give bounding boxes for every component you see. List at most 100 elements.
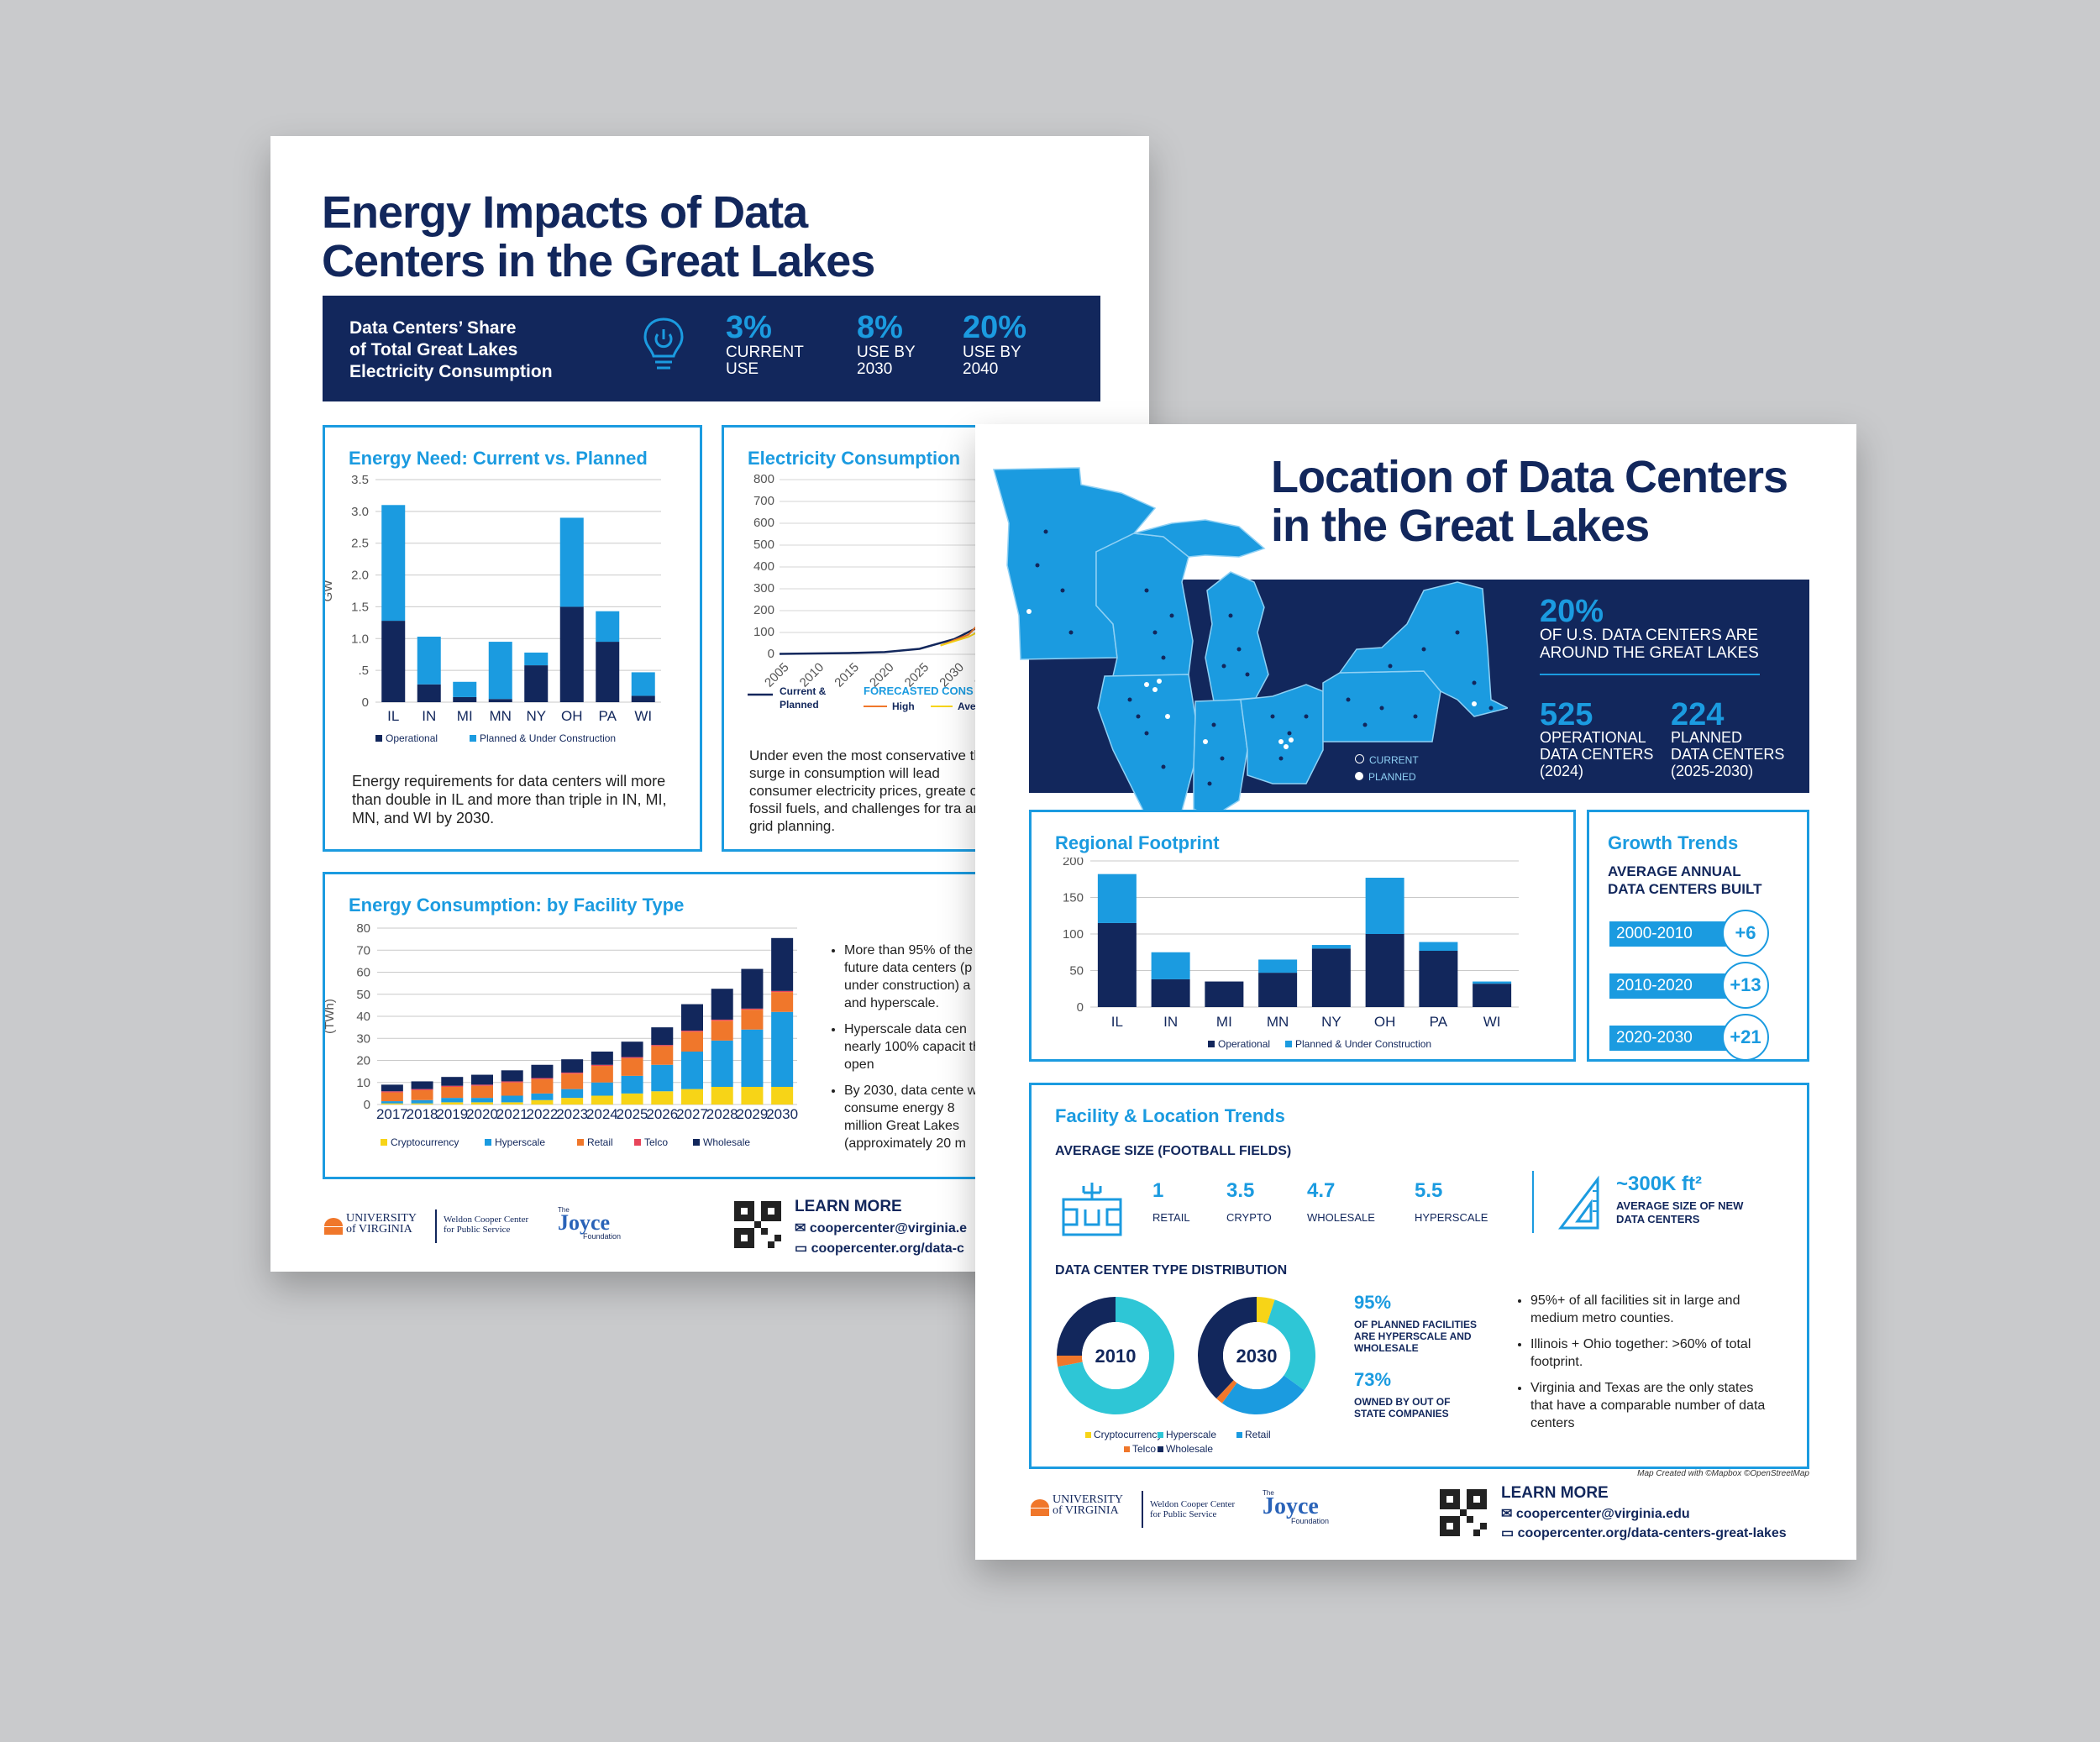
- growth-subtitle: AVERAGE ANNUAL DATA CENTERS BUILT: [1608, 863, 1762, 897]
- bar-operational: [1151, 979, 1190, 1007]
- qr-code-icon[interactable]: [1440, 1489, 1487, 1536]
- growth-row: 2000-2010 +6: [1609, 910, 1777, 957]
- legend-label: Current &: [780, 685, 827, 697]
- growth-row: 2020-2030 +21: [1609, 1014, 1777, 1061]
- y-tick-label: 100: [753, 625, 774, 639]
- legend-swatch: [1085, 1432, 1091, 1438]
- x-tick-label: 2027: [676, 1106, 708, 1122]
- avg-size-label: HYPERSCALE: [1415, 1211, 1488, 1224]
- planned-data-center-dots: [1026, 609, 1477, 749]
- x-tick-label: NY: [1321, 1014, 1341, 1030]
- map-legend: CURRENT PLANNED: [1355, 752, 1419, 785]
- bar-wholesale: [411, 1081, 433, 1089]
- bar-retail: [621, 1057, 643, 1076]
- y-tick-label: 2.5: [351, 537, 369, 551]
- bar-planned-under-construction: [1311, 945, 1351, 949]
- legend-swatch: [375, 735, 382, 742]
- current-data-center-dots: [1035, 529, 1494, 786]
- x-tick-label: 2018: [407, 1106, 438, 1122]
- consumption-banner: Data Centers’ Share of Total Great Lakes…: [323, 296, 1100, 401]
- planned-stat: 224 PLANNED DATA CENTERS (2025-2030): [1671, 697, 1785, 779]
- bar-operational: [631, 695, 655, 702]
- website-link[interactable]: ▭ coopercenter.org/data-c: [795, 1241, 964, 1256]
- bullet: Virginia and Texas are the only states t…: [1530, 1379, 1766, 1432]
- bullet: 95%+ of all facilities sit in large and …: [1530, 1292, 1766, 1327]
- y-tick-label: 10: [356, 1076, 370, 1090]
- legend-label: Wholesale: [703, 1136, 750, 1148]
- bar-operational: [1473, 984, 1512, 1007]
- x-tick-label: IL: [1111, 1014, 1123, 1030]
- avg-size-label: CRYPTO: [1226, 1211, 1272, 1224]
- donut-hole: [1223, 1322, 1290, 1389]
- y-tick-label: 0: [362, 695, 369, 710]
- y-tick-label: 20: [356, 1054, 370, 1068]
- facility-location-panel: Facility & Location Trends AVERAGE SIZE …: [1029, 1083, 1809, 1469]
- x-tick-label: IN: [422, 708, 436, 724]
- bar-telco: [741, 1008, 764, 1010]
- forecast-label: FORECASTED CONS: [864, 685, 974, 697]
- legend-label: Retail: [587, 1136, 613, 1148]
- banner-label: Data Centers’ Share of Total Great Lakes…: [349, 318, 553, 381]
- football-field-icon: [1062, 1183, 1122, 1236]
- legend-label: Planned & Under Construction: [1295, 1038, 1431, 1050]
- map-stats: 20% OF U.S. DATA CENTERS ARE AROUND THE G…: [1540, 596, 1809, 779]
- energy-need-title: Energy Need: Current vs. Planned: [349, 448, 648, 469]
- bar-telco: [621, 1057, 643, 1058]
- y-tick-label: 300: [753, 581, 774, 596]
- y-tick-label: 3.0: [351, 505, 369, 519]
- x-tick-label: 2022: [527, 1106, 559, 1122]
- x-tick-label: 2029: [737, 1106, 769, 1122]
- avg-size-item: 4.7 WHOLESALE: [1307, 1179, 1375, 1224]
- avg-area: ~300K ft² AVERAGE SIZE OF NEW DATA CENTER…: [1616, 1173, 1744, 1225]
- email-link[interactable]: ✉ coopercenter@virginia.e: [795, 1221, 968, 1236]
- bar-cryptocurrency: [621, 1093, 643, 1104]
- legend-label: Hyperscale: [1166, 1429, 1216, 1440]
- avg-size-label: WHOLESALE: [1307, 1211, 1375, 1224]
- legend-current: CURRENT: [1355, 752, 1419, 769]
- website-link[interactable]: ▭ coopercenter.org/data-centers-great-la…: [1501, 1526, 1787, 1540]
- donut-year: 2030: [1236, 1346, 1278, 1367]
- slice-wholesale: [1198, 1297, 1257, 1399]
- y-tick-label: 30: [356, 1031, 370, 1046]
- x-tick-label: 2015: [832, 660, 862, 690]
- y-tick-label: 0: [768, 647, 774, 661]
- y-tick-label: 200: [753, 603, 774, 617]
- bar-operational: [417, 684, 441, 702]
- legend-label: Hyperscale: [495, 1136, 545, 1148]
- x-tick-label: PA: [599, 708, 617, 724]
- bar-telco: [651, 1045, 674, 1047]
- uva-logo: UNIVERSITY of VIRGINIA: [1053, 1493, 1123, 1517]
- bar-retail: [441, 1087, 464, 1099]
- legend-swatch: [1158, 1432, 1163, 1438]
- legend-swatch: [577, 1139, 584, 1146]
- x-tick-label: OH: [1374, 1014, 1396, 1030]
- legend-label: Telco: [1132, 1443, 1156, 1455]
- bar-hyperscale: [561, 1089, 584, 1099]
- qr-code-icon[interactable]: [734, 1201, 781, 1248]
- bar-telco: [771, 990, 794, 993]
- x-tick-label: 2030: [766, 1106, 798, 1122]
- x-tick-label: 2021: [496, 1106, 528, 1122]
- bar-planned-under-construction: [631, 672, 655, 696]
- electricity-title: Electricity Consumption: [748, 448, 961, 469]
- bullet: Illinois + Ohio together: >60% of total …: [1530, 1335, 1766, 1371]
- email-link[interactable]: ✉ coopercenter@virginia.edu: [1501, 1507, 1690, 1521]
- x-tick-label: 2025: [617, 1106, 648, 1122]
- bar-retail: [771, 992, 794, 1012]
- avg-size-value: 4.7: [1307, 1179, 1336, 1202]
- legend-label: Cryptocurrency: [391, 1136, 459, 1148]
- bar-hyperscale: [411, 1099, 433, 1104]
- facility-type-bullets: More than 95% of the future data centers…: [827, 942, 995, 1161]
- legend-label: Wholesale: [1166, 1443, 1213, 1455]
- bar-wholesale: [561, 1059, 584, 1073]
- y-tick-label: 200: [1063, 858, 1084, 868]
- growth-trends-title: Growth Trends: [1608, 832, 1739, 853]
- legend-label: Planned: [780, 699, 819, 711]
- legend-swatch: [470, 735, 476, 742]
- bar-hyperscale: [441, 1098, 464, 1103]
- bullet: Hyperscale data cen nearly 100% capacit …: [844, 1021, 995, 1073]
- bar-planned-under-construction: [488, 642, 512, 700]
- facility-type-chart: 80706050403020100(TWh)201720182019202020…: [325, 921, 798, 1148]
- x-tick-label: MN: [1267, 1014, 1289, 1030]
- x-tick-label: 2024: [586, 1106, 618, 1122]
